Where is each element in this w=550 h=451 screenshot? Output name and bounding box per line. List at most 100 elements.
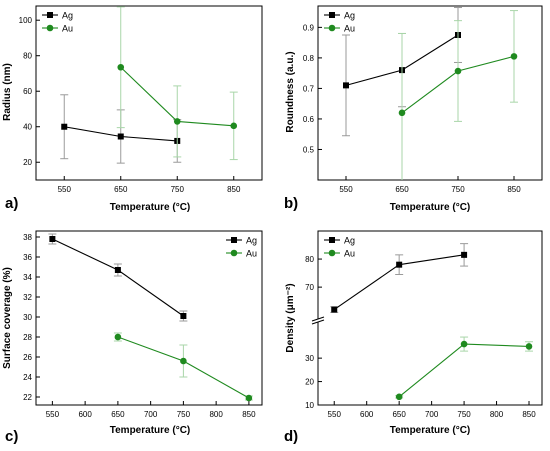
data-point bbox=[180, 313, 187, 319]
legend-marker bbox=[328, 24, 336, 32]
plot-frame bbox=[317, 5, 543, 181]
y-tick-label: 34 bbox=[23, 273, 32, 282]
x-tick-label: 850 bbox=[227, 185, 241, 194]
x-tick-label: 650 bbox=[114, 185, 128, 194]
y-tick-label: 0.7 bbox=[303, 84, 315, 93]
series-au bbox=[398, 10, 518, 180]
x-tick-label: 600 bbox=[360, 410, 374, 419]
y-tick-label: 20 bbox=[305, 378, 314, 387]
x-tick-label: 800 bbox=[209, 410, 223, 419]
data-point bbox=[117, 133, 124, 140]
data-point bbox=[117, 63, 125, 71]
panel-label: d) bbox=[284, 428, 298, 445]
y-axis-label: Radius (nm) bbox=[2, 63, 13, 121]
y-tick-label: 80 bbox=[305, 255, 314, 264]
x-tick-label: 650 bbox=[111, 410, 125, 419]
data-point bbox=[398, 109, 406, 117]
plot-frame bbox=[317, 230, 543, 406]
y-tick-label: 0.9 bbox=[303, 23, 315, 32]
x-tick-label: 650 bbox=[392, 410, 406, 419]
legend-marker bbox=[47, 12, 53, 18]
x-tick-label: 850 bbox=[507, 185, 521, 194]
x-tick-label: 750 bbox=[171, 185, 185, 194]
x-tick-label: 550 bbox=[328, 410, 342, 419]
series-ag bbox=[330, 243, 469, 313]
chart-panel-c: 550 600 650 700 750 800 850 22 24 26 28 30 32 34 36 38 T… bbox=[2, 230, 263, 445]
data-point bbox=[245, 394, 253, 402]
panel-label: a) bbox=[5, 195, 18, 212]
y-tick-label: 22 bbox=[23, 393, 32, 402]
data-point bbox=[461, 251, 468, 258]
legend: Ag Au bbox=[324, 236, 355, 259]
x-tick-label: 850 bbox=[522, 410, 536, 419]
legend-label: Ag bbox=[344, 11, 355, 21]
data-point bbox=[460, 340, 468, 348]
legend-label: Au bbox=[344, 249, 355, 259]
chart-panel-b: 550 650 750 850 0.5 0.6 0.7 0.8 0.9 Temperature (… bbox=[284, 5, 543, 213]
y-tick-label: 24 bbox=[23, 373, 32, 382]
data-point bbox=[343, 82, 349, 89]
data-point bbox=[510, 53, 518, 60]
data-point bbox=[61, 123, 68, 130]
x-axis-label: Temperature (°C) bbox=[110, 202, 191, 213]
y-tick-label: 70 bbox=[305, 283, 314, 292]
legend-marker bbox=[46, 24, 54, 32]
data-point bbox=[525, 343, 533, 350]
legend-marker bbox=[231, 237, 237, 243]
y-axis-label: Surface coverage (%) bbox=[2, 267, 13, 369]
x-tick-label: 550 bbox=[46, 410, 60, 419]
y-tick-label: 26 bbox=[23, 353, 32, 362]
x-tick-label: 650 bbox=[395, 185, 409, 194]
x-tick-label: 550 bbox=[58, 185, 72, 194]
data-point bbox=[230, 122, 238, 130]
legend-label: Ag bbox=[246, 236, 257, 246]
x-tick-label: 700 bbox=[425, 410, 439, 419]
data-point bbox=[49, 236, 56, 242]
y-axis-label: Density (μm⁻²) bbox=[285, 283, 296, 352]
data-point bbox=[331, 306, 338, 313]
y-tick-label: 60 bbox=[23, 87, 32, 96]
axis-break-mark bbox=[311, 316, 325, 322]
data-point bbox=[173, 118, 181, 125]
panel-label: c) bbox=[5, 428, 18, 445]
x-tick-label: 750 bbox=[451, 185, 465, 194]
data-point bbox=[395, 393, 403, 401]
x-axis-label: Temperature (°C) bbox=[390, 202, 471, 213]
legend-marker bbox=[230, 249, 238, 257]
y-tick-label: 38 bbox=[23, 233, 32, 242]
y-tick-label: 0.6 bbox=[303, 115, 315, 124]
axis-break-mark bbox=[311, 319, 325, 325]
x-tick-label: 850 bbox=[242, 410, 256, 419]
x-tick-label: 550 bbox=[339, 185, 353, 194]
series-au bbox=[116, 6, 238, 161]
series-au bbox=[395, 336, 534, 401]
y-tick-label: 40 bbox=[23, 123, 32, 132]
legend-label: Au bbox=[62, 24, 73, 34]
x-tick-label: 750 bbox=[457, 410, 471, 419]
data-point bbox=[180, 357, 187, 365]
legend-label: Au bbox=[344, 24, 355, 34]
x-axis-label: Temperature (°C) bbox=[110, 425, 191, 436]
legend-marker bbox=[329, 12, 335, 18]
x-tick-label: 750 bbox=[177, 410, 191, 419]
y-tick-label: 0.5 bbox=[303, 145, 315, 154]
x-tick-label: 600 bbox=[78, 410, 92, 419]
panel-label: b) bbox=[284, 195, 298, 212]
data-point bbox=[454, 67, 462, 75]
x-tick-label: 800 bbox=[490, 410, 504, 419]
series-line bbox=[398, 343, 530, 398]
chart-panel-d: 550 600 650 700 750 800 850 10 20 30 70 80 Temperatu… bbox=[284, 230, 543, 445]
y-tick-label: 32 bbox=[23, 293, 32, 302]
y-tick-label: 30 bbox=[23, 313, 32, 322]
data-point bbox=[114, 333, 122, 341]
y-tick-label: 10 bbox=[305, 401, 314, 410]
legend: Ag Au bbox=[226, 236, 257, 259]
legend-marker bbox=[328, 249, 336, 257]
y-tick-label: 0.8 bbox=[303, 54, 315, 63]
y-tick-label: 30 bbox=[305, 354, 314, 363]
axis-break-gap bbox=[312, 319, 324, 322]
plot-frame bbox=[35, 5, 263, 181]
legend-label: Ag bbox=[62, 11, 73, 21]
series-au bbox=[113, 332, 253, 402]
